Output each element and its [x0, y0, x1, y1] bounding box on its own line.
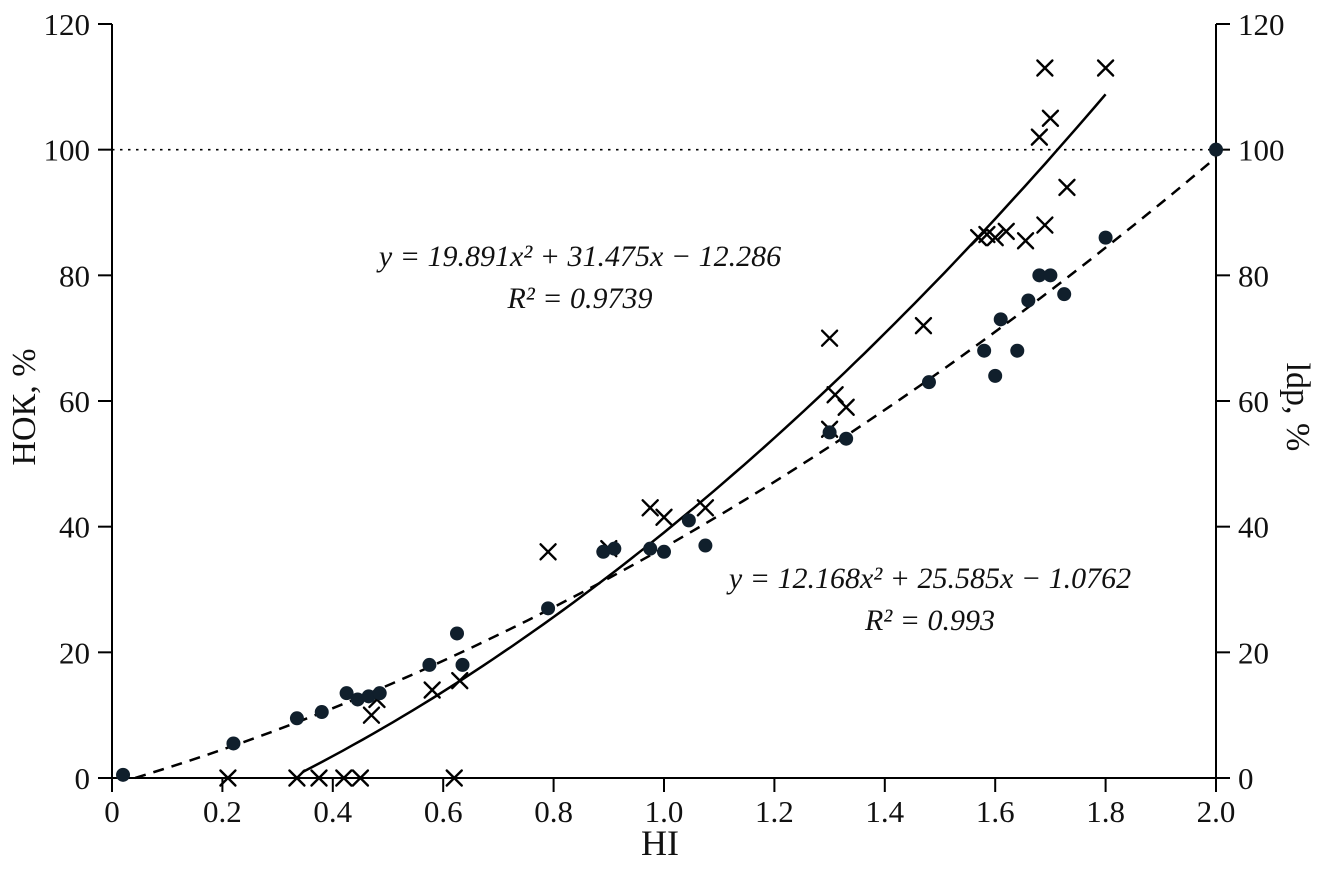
data-point-dot [977, 343, 992, 358]
data-point-cross [1036, 59, 1054, 77]
data-point-dot [422, 657, 437, 672]
y-tick-label-right: 120 [1238, 7, 1285, 42]
equation-block-crosses: y = 19.891x² + 31.475x − 12.286 R² = 0.9… [300, 236, 860, 320]
data-point-dot [1032, 268, 1047, 283]
data-point-cross [219, 769, 237, 787]
data-point-cross [655, 508, 673, 526]
data-point-dot [1043, 268, 1058, 283]
data-point-cross [997, 222, 1015, 241]
y-tick-label-left: 60 [59, 384, 90, 419]
data-point-dot [596, 544, 611, 559]
data-point-cross [451, 671, 469, 690]
equation-text: y = 19.891x² + 31.475x − 12.286 [378, 240, 782, 273]
data-point-dot [289, 711, 304, 726]
x-tick-label: 0.8 [534, 794, 573, 829]
data-point-cross [1030, 128, 1049, 146]
data-point-dot [822, 425, 837, 440]
data-point-dot [607, 541, 622, 556]
x-tick-label: 1.4 [865, 794, 904, 829]
data-point-cross [310, 769, 328, 787]
data-point-cross [539, 543, 557, 561]
data-point-cross [986, 228, 1004, 247]
data-point-dot [455, 657, 470, 672]
data-point-dot [643, 541, 658, 556]
y-tick-label-left: 0 [75, 761, 91, 796]
x-tick-label: 1.0 [645, 794, 684, 829]
y-tick-label-left: 20 [59, 635, 90, 670]
data-point-dot [839, 431, 854, 446]
data-point-cross [445, 769, 463, 787]
x-tick-label: 1.8 [1086, 794, 1125, 829]
data-point-dot [450, 626, 464, 641]
y-tick-label-right: 80 [1238, 258, 1269, 293]
y-tick-label-right: 60 [1238, 384, 1269, 419]
data-point-dot [657, 544, 671, 559]
data-point-dot [116, 767, 131, 782]
data-point-cross [1016, 232, 1035, 250]
data-point-cross [837, 398, 855, 416]
r-squared-text: R² = 0.9739 [507, 282, 653, 315]
y-tick-label-left: 40 [59, 510, 90, 545]
x-tick-label: 0.2 [203, 794, 242, 829]
data-point-dot [681, 513, 696, 528]
r-squared-text: R² = 0.993 [864, 604, 996, 637]
x-tick-label: 0.6 [424, 794, 463, 829]
data-point-cross [696, 499, 715, 517]
data-point-cross [362, 706, 381, 724]
data-point-dot [361, 689, 376, 704]
y-tick-label-right: 40 [1238, 510, 1269, 545]
data-point-dot [698, 538, 713, 553]
data-point-dot [350, 692, 365, 707]
x-tick-label: 0 [104, 794, 120, 829]
data-point-cross [820, 329, 839, 347]
data-point-cross [1041, 109, 1060, 127]
right-axis-title: ldp, % [1279, 362, 1316, 452]
y-tick-label-left: 100 [44, 133, 91, 168]
data-point-dot [993, 312, 1008, 327]
left-axis-title: НОК, % [6, 348, 43, 466]
data-point-dot [372, 686, 387, 701]
data-point-dot [314, 705, 329, 720]
data-point-dot [1098, 230, 1113, 245]
data-point-dot [339, 686, 354, 701]
data-point-cross [1036, 216, 1054, 234]
data-point-cross [914, 316, 933, 335]
data-point-dot [226, 736, 241, 751]
x-tick-label: 0.4 [313, 794, 352, 829]
y-tick-label-right: 20 [1238, 635, 1269, 670]
y-tick-label-left: 120 [44, 7, 91, 42]
data-point-dot [541, 601, 556, 616]
data-point-cross [1096, 59, 1115, 77]
equation-block-dots: y = 12.168x² + 25.585x − 1.0762 R² = 0.9… [645, 558, 1215, 642]
y-tick-label-left: 80 [59, 258, 90, 293]
data-point-cross [335, 769, 353, 787]
data-point-dot [1021, 293, 1036, 308]
trend-line-dashed [134, 156, 1217, 780]
x-tick-label: 1.2 [755, 794, 794, 829]
y-tick-label-right: 100 [1238, 133, 1285, 168]
data-point-dot [1209, 142, 1223, 157]
data-point-dot [988, 368, 1003, 383]
y-tick-label-right: 0 [1238, 761, 1254, 796]
x-tick-label: 2.0 [1197, 794, 1236, 829]
data-point-dot [1057, 287, 1072, 302]
data-point-cross [423, 681, 441, 699]
data-point-dot [1010, 343, 1025, 358]
data-point-cross [641, 499, 659, 517]
x-tick-label: 1.6 [976, 794, 1015, 829]
data-point-cross [1058, 178, 1076, 197]
x-axis-title: HI [641, 823, 679, 863]
equation-text: y = 12.168x² + 25.585x − 1.0762 [728, 562, 1132, 595]
data-point-cross [288, 769, 306, 787]
data-point-dot [921, 375, 936, 390]
data-point-cross [351, 769, 370, 787]
